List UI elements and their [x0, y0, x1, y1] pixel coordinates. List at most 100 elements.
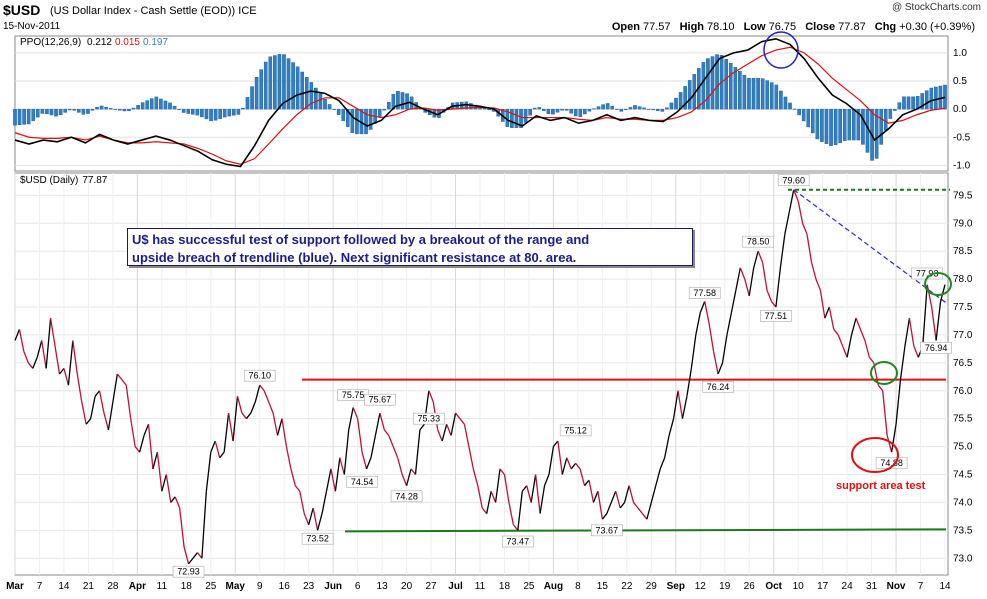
price-segment — [437, 429, 443, 442]
chg-label: Chg — [874, 21, 897, 33]
price-segment — [610, 491, 617, 503]
ppo-hist-bar — [218, 108, 222, 119]
price-segment — [623, 485, 630, 503]
ppo-hist-bar — [273, 55, 277, 110]
price-segment — [58, 368, 65, 375]
price-label-box — [875, 456, 908, 469]
price-segment — [299, 491, 305, 514]
ppo-legend-name: PPO(12,26,9) — [20, 37, 81, 48]
price-segment — [18, 329, 25, 352]
price-segment — [824, 306, 830, 319]
ppo-hist-bar — [286, 58, 291, 110]
price-segment — [49, 318, 56, 347]
ppo-hist-bar — [118, 108, 122, 111]
price-segment — [739, 267, 746, 280]
x-tick: Mar — [6, 581, 24, 592]
ppo-line — [14, 37, 946, 168]
symbol: $USD — [3, 2, 41, 18]
ppo-hist-bar — [514, 108, 519, 128]
price-segment — [165, 474, 172, 503]
price-annotations: 79.60 78.50 77.58 77.51 76.24 77.93 76.94 74.88… — [172, 174, 952, 578]
ppo-hist-bar — [756, 77, 760, 110]
price-label-box — [777, 174, 810, 187]
ppo-hist-bar — [227, 108, 232, 117]
ppo-hist-bar — [341, 108, 346, 121]
ppo-hist-bar — [542, 108, 546, 111]
ppo-hist-bar — [829, 108, 833, 146]
price-label: 72.93 — [177, 567, 200, 577]
price-segment — [196, 552, 203, 559]
ppo-y-tick: -0.5 — [953, 132, 971, 143]
price-segment — [405, 468, 412, 486]
ppo-hist-bar — [655, 108, 660, 111]
price-y-tick: 79.5 — [953, 190, 973, 201]
price-segment — [503, 474, 510, 503]
price-segment — [192, 552, 198, 559]
x-tick: 23 — [303, 581, 315, 592]
ppo-hist-bar — [833, 108, 838, 145]
ppo-signal-line — [14, 46, 946, 165]
price-segment — [677, 390, 684, 419]
price-segment — [134, 446, 141, 453]
price-y-tick: 74.0 — [953, 497, 973, 508]
price-segment — [904, 318, 911, 347]
ppo-hist-bar — [259, 69, 263, 110]
ppo-hist-bar — [587, 108, 592, 112]
x-tick: Aug — [544, 581, 563, 592]
x-tick: May — [226, 581, 246, 592]
price-segment — [76, 373, 83, 403]
ppo-hist-bar — [22, 108, 26, 125]
ppo-hist-bar — [268, 56, 273, 110]
ppo-hist-bar — [779, 90, 783, 110]
close-value: 77.87 — [838, 21, 866, 33]
ppo-hist-bar — [181, 108, 186, 113]
ppo-hist-bar — [13, 108, 17, 126]
price-segment — [321, 491, 328, 514]
price-label: 73.52 — [306, 534, 329, 544]
price-segment — [868, 356, 875, 364]
price-segment — [219, 451, 225, 459]
price-segment — [339, 457, 345, 475]
price-segment — [414, 429, 421, 475]
price-legend-name: $USD (Daily) — [20, 175, 78, 186]
price-segment — [828, 306, 835, 330]
price-segment — [152, 451, 159, 470]
ppo-hist-bar — [646, 108, 651, 110]
ppo-hist-bar — [309, 82, 314, 110]
price-segment — [361, 451, 368, 470]
price-segment — [833, 328, 839, 336]
price-segment — [579, 468, 586, 486]
price-label-box — [591, 524, 623, 537]
ppo-hist-bar — [560, 108, 564, 111]
ppo-hist-bar — [213, 108, 218, 121]
price-segment — [365, 457, 372, 470]
price-segment — [490, 491, 497, 503]
close-label: Close — [805, 21, 836, 33]
price-segment — [499, 468, 505, 475]
price-segment — [285, 446, 292, 470]
watermark: @ StockCharts.com — [891, 2, 981, 13]
price-label-box — [364, 393, 396, 406]
ppo-hist-bar — [355, 108, 359, 135]
ppo-hist-bar — [792, 108, 797, 110]
chart-header: $USD (US Dollar Index - Cash Settle (EOD… — [0, 0, 987, 36]
ppo-hist-bar — [797, 108, 801, 116]
price-segment — [259, 384, 265, 392]
ppo-hist-bar — [487, 108, 491, 111]
ppo-hist-bar — [245, 97, 250, 110]
ppo-hist-bar — [364, 108, 368, 135]
trendline — [793, 189, 949, 305]
price-segment — [463, 424, 470, 447]
price-segment — [107, 401, 114, 430]
price-segment — [419, 423, 425, 431]
ppo-hist-bar — [546, 108, 551, 115]
x-tick: 14 — [58, 581, 70, 592]
ppo-hist-bar — [920, 93, 925, 110]
ppo-y-axis: 1.0 0.5 0.0 -0.5 -1.0 — [953, 48, 971, 172]
x-tick: 11 — [475, 581, 486, 592]
price-y-tick: 79.0 — [953, 218, 973, 229]
ppo-hist-bar — [706, 58, 710, 110]
price-segment — [188, 557, 194, 565]
x-tick: 16 — [279, 581, 291, 592]
chart-date: 15-Nov-2011 — [3, 21, 61, 32]
